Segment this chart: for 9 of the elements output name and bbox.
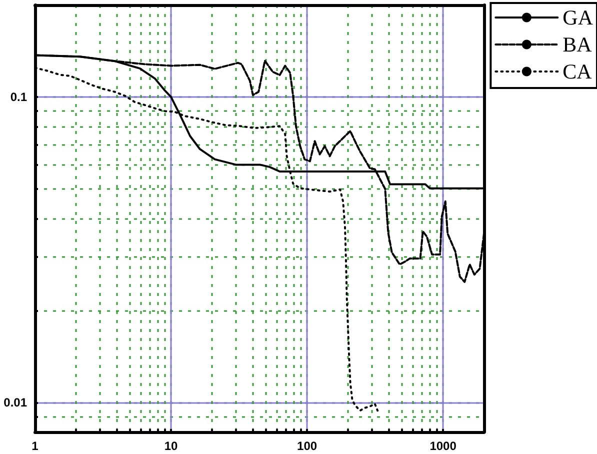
legend-label: BA <box>562 32 593 56</box>
x-tick-label: 100 <box>297 439 318 453</box>
x-tick-label: 1000 <box>430 439 457 453</box>
legend-label: CA <box>562 60 593 84</box>
x-tick-label: 10 <box>164 439 178 453</box>
y-tick-label: 0.01 <box>4 395 28 410</box>
legend-label: GA <box>562 6 594 30</box>
y-tick-label: 0.1 <box>10 90 28 104</box>
x-tick-label: 1 <box>32 439 39 453</box>
